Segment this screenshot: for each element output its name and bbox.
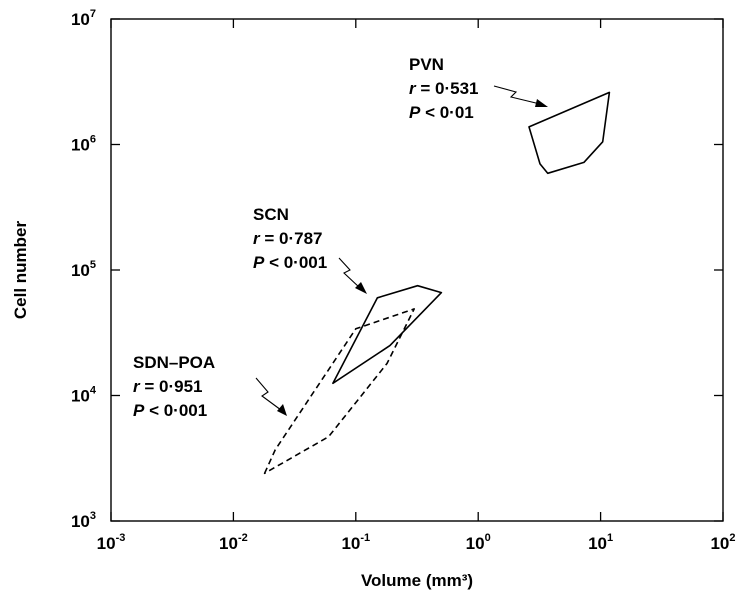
x-tick-label: 10-3 [97,532,126,553]
y-tick-labels: 103 104 105 106 107 [71,8,97,531]
x-axis-title: Volume (mm³) [361,571,473,590]
y-tick-label: 104 [71,385,97,406]
y-axis-title: Cell number [11,221,30,320]
axis-ticks [110,18,724,522]
x-tick-label: 10-1 [341,532,370,553]
scn-label: SCN [253,205,289,224]
x-tick-label: 10-2 [219,532,248,553]
scn-r-stat: r = 0·787 [253,229,322,248]
scn-region-outline [332,284,443,385]
pvn-region-outline [528,91,611,175]
region-outlines [263,91,611,475]
sdn-poa-label: SDN–POA [133,353,215,372]
y-tick-label: 107 [71,8,96,29]
sdn-poa-r-stat: r = 0·951 [133,377,202,396]
x-tick-label: 101 [588,532,613,553]
scn-arrow [338,257,367,294]
x-tick-labels: 10-3 10-2 10-1 100 101 102 [97,532,736,553]
x-tick-label: 100 [466,532,491,553]
pvn-p-stat: P < 0·01 [409,103,474,122]
sdn-poa-p-stat: P < 0·001 [133,401,207,420]
pvn-r-stat: r = 0·531 [409,79,478,98]
y-tick-label: 103 [71,510,96,531]
scn-annotation: SCN r = 0·787 P < 0·001 [253,205,367,294]
scn-p-stat: P < 0·001 [253,253,327,272]
pvn-annotation: PVN r = 0·531 P < 0·01 [409,55,548,122]
sdn-poa-annotation: SDN–POA r = 0·951 P < 0·001 [133,353,287,420]
sdn-poa-region-outline [263,308,416,475]
y-tick-label: 105 [71,259,96,280]
x-tick-label: 102 [710,532,735,553]
pvn-arrow [493,85,548,107]
y-tick-label: 106 [71,134,96,155]
pvn-label: PVN [409,55,444,74]
sdn-poa-arrow [255,377,287,416]
